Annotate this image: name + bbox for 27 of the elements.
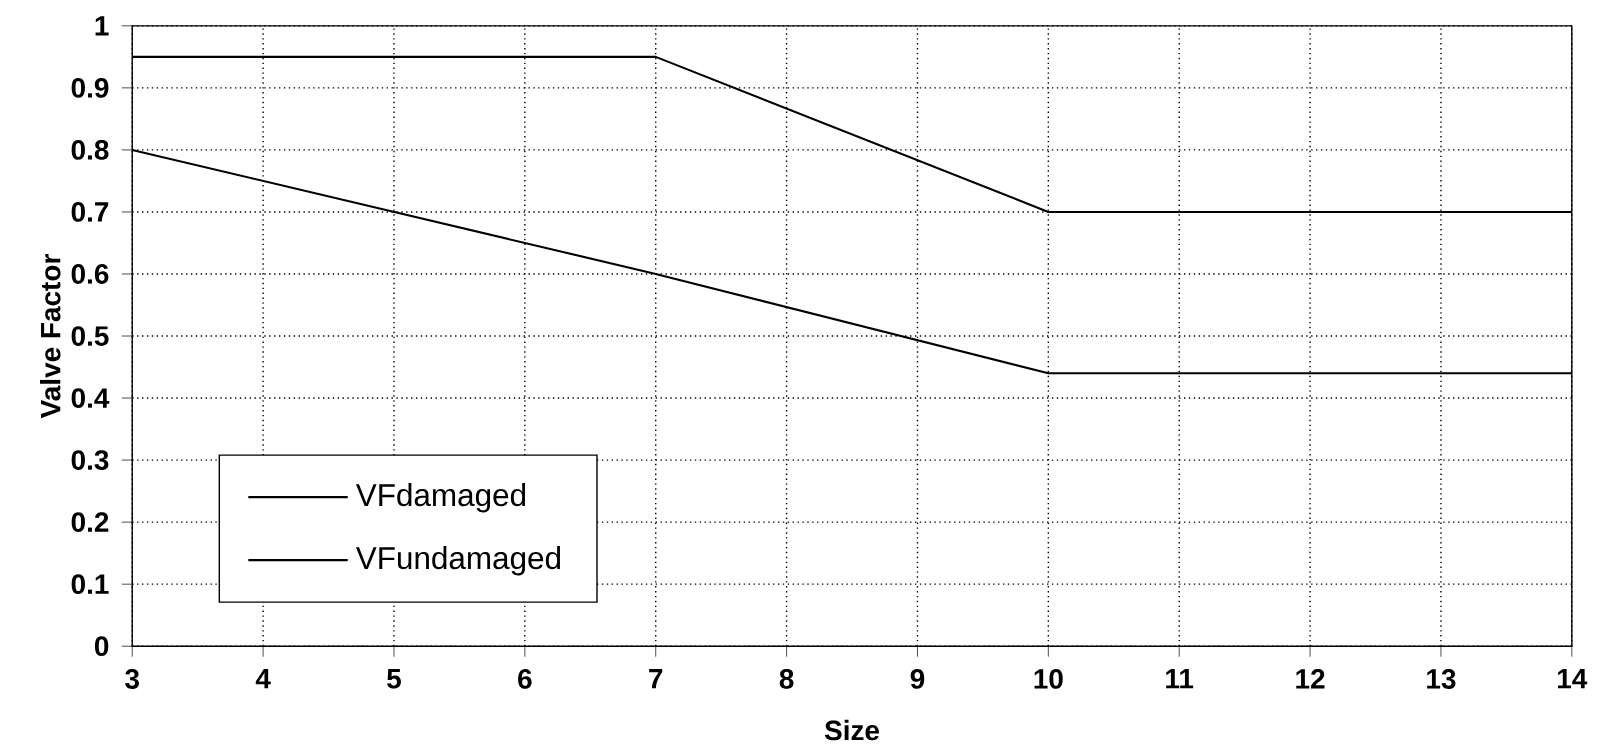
x-tick-label: 12 <box>1296 669 1325 689</box>
x-tick-label: 11 <box>1166 669 1194 689</box>
x-tick-label: 13 <box>1427 669 1456 690</box>
x-tick-label: 5 <box>387 669 401 689</box>
x-tick-label: 10 <box>1034 669 1063 690</box>
legend-label: VFundamaged <box>355 546 560 576</box>
x-tick-label: 6 <box>518 669 532 690</box>
y-tick-label: 0.8 <box>71 140 109 161</box>
x-tick-label: 7 <box>649 669 663 689</box>
y-tick-label: 0.2 <box>71 512 109 533</box>
x-tick-label: 3 <box>125 669 139 690</box>
y-tick-label: 0.1 <box>71 574 109 595</box>
y-tick-label: 0.4 <box>71 388 110 409</box>
y-tick-label: 0.6 <box>71 264 109 285</box>
x-tick-label: 8 <box>779 669 794 690</box>
y-tick-label: 0.5 <box>71 326 109 347</box>
y-tick-label: 0.9 <box>71 78 109 98</box>
y-axis-title: Valve Factor <box>39 254 61 419</box>
y-tick-label: 0 <box>94 636 109 657</box>
x-tick-label: 9 <box>910 669 925 690</box>
y-tick-label: 1 <box>95 16 109 36</box>
legend-label: VFdamaged <box>355 483 526 513</box>
x-tick-label: 14 <box>1558 669 1588 689</box>
y-tick-label: 0.3 <box>71 450 109 471</box>
x-axis-title: Size <box>824 720 880 741</box>
x-tick-label: 4 <box>255 669 271 689</box>
y-tick-label: 0.7 <box>71 202 109 223</box>
